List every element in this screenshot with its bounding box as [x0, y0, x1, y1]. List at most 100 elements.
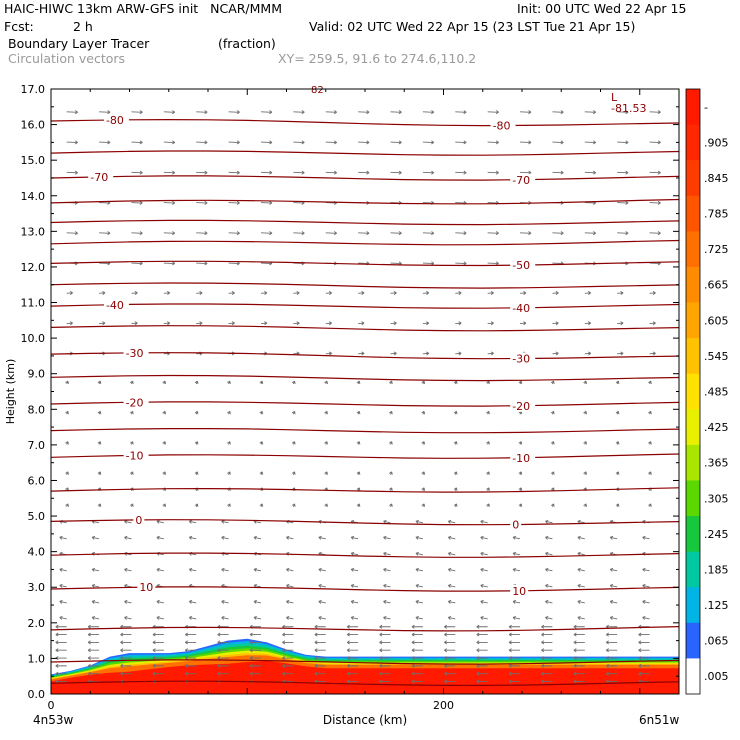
circulation-vector: [217, 648, 229, 653]
circulation-vector: [163, 110, 176, 115]
circulation-vector: [508, 648, 521, 653]
circulation-vector: [97, 441, 102, 445]
circulation-vector: [609, 583, 618, 588]
circulation-vector: [249, 648, 261, 653]
circulation-vector: [291, 441, 296, 445]
circulation-vector: [541, 640, 553, 645]
circulation-vector: [99, 290, 106, 295]
circulation-vector: [421, 441, 426, 445]
circulation-vector: [129, 441, 134, 445]
circulation-vector: [227, 410, 231, 415]
circulation-vector: [480, 551, 488, 556]
circulation-vector: [508, 632, 521, 637]
circulation-vector: [512, 551, 521, 556]
circulation-vector: [487, 351, 494, 356]
circulation-vector: [617, 321, 624, 326]
circulation-vector: [444, 656, 456, 661]
circulation-vector: [486, 441, 490, 445]
circulation-vectors: [55, 110, 661, 684]
circulation-vector: [638, 632, 650, 637]
circulation-vector: [421, 410, 426, 415]
circulation-vector: [411, 648, 423, 653]
colorbar-swatch: [686, 409, 700, 446]
circulation-vector: [415, 583, 423, 588]
circulation-vector: [291, 503, 296, 507]
y-tick-label: 15.0: [21, 154, 46, 167]
circulation-vector: [259, 380, 264, 385]
y-tick-label: 16.0: [21, 119, 46, 132]
circulation-vector: [194, 471, 199, 475]
colorbar-label: .425: [704, 421, 729, 434]
circulation-vector: [605, 640, 618, 645]
circulation-vector: [422, 321, 430, 326]
temperature-contour: [50, 680, 680, 686]
circulation-vector: [228, 200, 240, 205]
circulation-vector: [487, 321, 494, 326]
colorbar-swatch: [686, 231, 700, 268]
circulation-vector: [455, 170, 467, 175]
circulation-vector: [196, 321, 203, 326]
temperature-contour: [50, 352, 680, 360]
y-tick-label: 7.0: [28, 439, 46, 452]
circulation-vector: [318, 567, 326, 572]
circulation-vector: [131, 110, 143, 115]
circulation-vector: [55, 632, 67, 637]
circulation-vector: [286, 583, 294, 588]
circulation-vector: [350, 583, 359, 588]
circulation-vector: [508, 656, 521, 661]
circulation-vector: [487, 290, 494, 295]
circulation-vector: [455, 351, 462, 356]
circulation-vector: [379, 624, 391, 629]
circulation-vector: [486, 471, 490, 475]
temperature-contour: [50, 239, 680, 246]
colorbar-swatch: [686, 444, 700, 481]
circulation-vector: [314, 671, 326, 676]
circulation-vector: [383, 599, 391, 604]
circulation-vector: [221, 567, 229, 572]
circulation-vector: [55, 663, 67, 668]
circulation-vector: [55, 671, 67, 676]
circulation-vector: [350, 551, 359, 556]
temperature-contour: [50, 586, 680, 592]
circulation-vector: [66, 140, 78, 145]
circulation-vector: [444, 671, 456, 676]
circulation-vector: [221, 535, 229, 540]
contour-label-bg: [510, 451, 536, 464]
circulation-vector: [648, 503, 652, 507]
circulation-vector: [156, 599, 164, 604]
y-tick-label: 9.0: [28, 368, 46, 381]
circulation-vector: [97, 471, 102, 475]
temperature-contour: [50, 198, 680, 205]
circulation-vector: [227, 503, 231, 507]
circulation-vector: [447, 599, 456, 604]
colorbar-label: .845: [704, 172, 729, 185]
circulation-vector: [120, 663, 132, 668]
circulation-vector: [480, 583, 488, 588]
contour-label-bg: [103, 298, 129, 311]
circulation-vector: [346, 679, 359, 684]
circulation-vector: [124, 535, 132, 540]
circulation-vector: [259, 441, 264, 445]
circulation-vector: [379, 632, 391, 637]
circulation-vector: [584, 170, 597, 175]
contour-label: -20: [126, 396, 144, 409]
circulation-vector: [131, 321, 138, 326]
circulation-vector: [648, 471, 652, 475]
circulation-vector: [383, 615, 391, 620]
circulation-vector: [162, 471, 167, 475]
circulation-vector: [389, 410, 393, 415]
circulation-vector: [486, 487, 490, 491]
colorbar-label: .785: [704, 208, 729, 221]
colorbar-label: .485: [704, 386, 729, 399]
circulation-vector: [444, 640, 456, 645]
circulation-vector: [422, 261, 435, 266]
x-tick-label: 200: [433, 699, 454, 712]
circulation-vector: [59, 583, 67, 588]
circulation-vector: [124, 615, 132, 620]
circulation-vector: [638, 656, 650, 661]
circulation-vector: [66, 321, 73, 326]
circulation-vector: [228, 290, 235, 295]
circulation-vector: [221, 615, 229, 620]
circulation-vector: [162, 410, 167, 415]
circulation-vector: [455, 110, 467, 115]
